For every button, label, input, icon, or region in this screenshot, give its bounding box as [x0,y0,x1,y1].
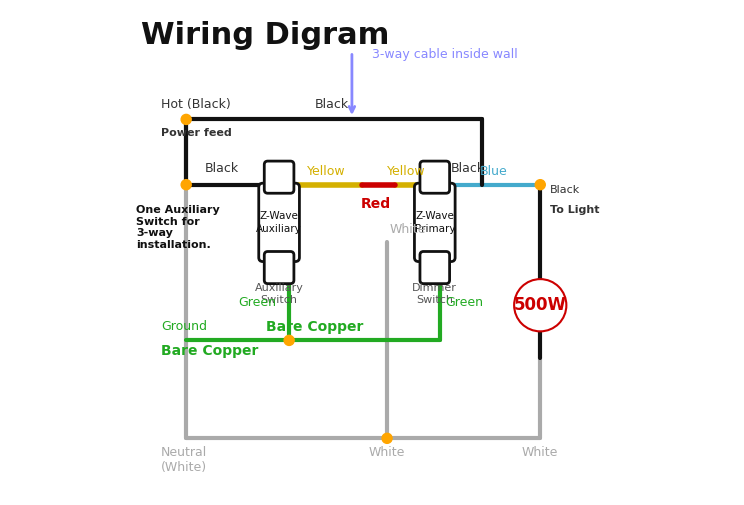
Text: Green: Green [445,296,483,309]
Text: Bare Copper: Bare Copper [266,320,363,334]
Circle shape [535,180,545,190]
Text: One Auxiliary
Switch for
3-way
installation.: One Auxiliary Switch for 3-way installat… [136,205,219,250]
FancyBboxPatch shape [264,161,294,193]
Text: White: White [369,446,405,459]
Text: Hot (Black): Hot (Black) [161,98,231,111]
Circle shape [181,115,191,124]
Text: Black: Black [205,162,238,175]
Text: Bare Copper: Bare Copper [161,344,258,358]
Text: Z-Wave
Primary: Z-Wave Primary [414,211,455,234]
Text: Auxiliary
Switch: Auxiliary Switch [254,283,304,305]
Text: Power feed: Power feed [161,128,232,138]
Text: Wiring Digram: Wiring Digram [141,22,389,50]
Text: Neutral
(White): Neutral (White) [161,446,208,474]
FancyBboxPatch shape [420,251,449,284]
Text: Ground: Ground [161,320,207,333]
Text: White: White [522,446,559,459]
Text: Green: Green [239,296,277,309]
FancyBboxPatch shape [259,183,299,262]
Text: 500W: 500W [514,296,567,314]
Circle shape [382,433,392,443]
Text: Dimmer
Switch: Dimmer Switch [412,283,458,305]
Text: To Light: To Light [551,205,600,215]
Circle shape [181,180,191,190]
FancyBboxPatch shape [414,183,455,262]
Text: Blue: Blue [480,165,507,178]
Text: Yellow: Yellow [387,165,426,178]
FancyBboxPatch shape [420,161,449,193]
FancyBboxPatch shape [264,251,294,284]
Text: Black: Black [315,98,349,111]
Circle shape [514,279,566,331]
Text: Yellow: Yellow [307,165,345,178]
Text: White: White [390,223,426,236]
Text: Black: Black [551,185,580,195]
Circle shape [284,335,294,345]
Text: Black: Black [450,162,484,175]
Text: Red: Red [361,197,391,211]
Text: Z-Wave
Auxiliary: Z-Wave Auxiliary [256,211,302,234]
Text: 3-way cable inside wall: 3-way cable inside wall [372,47,518,61]
